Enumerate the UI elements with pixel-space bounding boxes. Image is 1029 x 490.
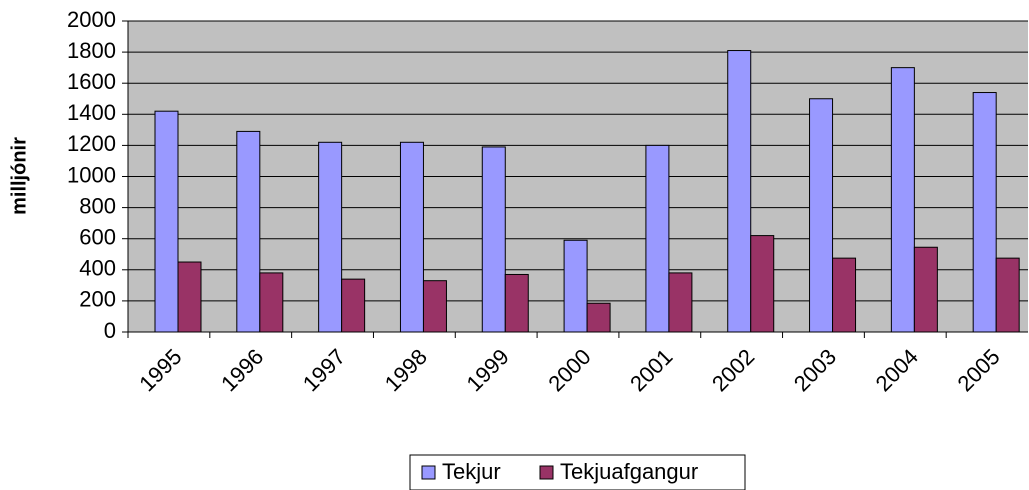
bar [341, 278, 366, 333]
bar [890, 67, 915, 333]
bar [399, 141, 424, 333]
x-tick-label: 2004 [871, 344, 923, 396]
bar [422, 280, 447, 333]
x-tick-label: 2005 [952, 344, 1004, 396]
legend-swatch [539, 465, 554, 480]
bar [913, 246, 938, 333]
y-tick-label: 400 [79, 256, 116, 281]
y-tick-label: 1000 [67, 162, 116, 187]
y-tick-label: 800 [79, 193, 116, 218]
bar [586, 302, 611, 333]
y-tick-label: 1400 [67, 100, 116, 125]
y-tick-label: 1200 [67, 131, 116, 156]
bar [481, 146, 506, 333]
legend-label: Tekjuafgangur [560, 459, 698, 484]
x-tick-label: 1998 [380, 344, 432, 396]
legend-swatch [421, 465, 436, 480]
x-tick-label: 2002 [707, 344, 759, 396]
bar [832, 257, 857, 333]
bar [668, 272, 693, 333]
y-tick-label: 0 [104, 318, 116, 343]
y-axis-label: milljónir [8, 137, 30, 215]
bar [727, 50, 752, 333]
bar [504, 273, 529, 333]
y-tick-label: 2000 [67, 7, 116, 32]
legend-box [409, 454, 746, 490]
bar [995, 257, 1020, 333]
x-tick-label: 1999 [462, 344, 514, 396]
bar [563, 239, 588, 333]
y-tick-label: 200 [79, 287, 116, 312]
y-tick-label: 1800 [67, 38, 116, 63]
bar [645, 144, 670, 333]
bar [259, 272, 284, 333]
bar [177, 261, 202, 333]
y-tick-label: 1600 [67, 69, 116, 94]
x-tick-label: 1995 [134, 344, 186, 396]
x-tick-label: 2000 [543, 344, 595, 396]
x-tick-label: 2003 [789, 344, 841, 396]
y-tick-label: 600 [79, 225, 116, 250]
legend-label: Tekjur [442, 459, 501, 484]
bar [972, 92, 997, 333]
x-tick-label: 1996 [216, 344, 268, 396]
bar [236, 130, 261, 333]
bar [750, 235, 775, 333]
bar [154, 110, 179, 333]
bar [809, 98, 834, 333]
x-tick-label: 2001 [625, 344, 677, 396]
x-tick-label: 1997 [298, 344, 350, 396]
bar [318, 141, 343, 333]
